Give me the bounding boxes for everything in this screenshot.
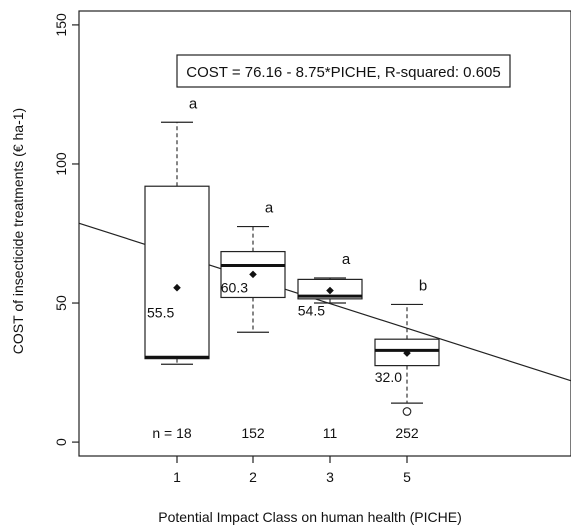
y-tick-label: 0 bbox=[53, 438, 69, 446]
sample-size-label: 11 bbox=[323, 425, 338, 441]
mean-value-label: 60.3 bbox=[221, 279, 248, 295]
x-tick-label: 5 bbox=[403, 469, 411, 485]
boxes bbox=[144, 121, 440, 416]
mean-value-label: 54.5 bbox=[298, 303, 325, 319]
outlier-point bbox=[402, 407, 412, 416]
box-iqr bbox=[144, 185, 210, 360]
mean-value-label: 32.0 bbox=[375, 369, 402, 385]
x-tick-label: 2 bbox=[249, 469, 257, 485]
x-tick-label: 1 bbox=[173, 469, 181, 485]
sample-size-label: n = 18 bbox=[152, 425, 192, 441]
mean-marker bbox=[326, 286, 334, 295]
y-tick-label: 100 bbox=[53, 152, 69, 176]
box-group-2 bbox=[220, 225, 286, 333]
plot-frame bbox=[78, 10, 571, 457]
mean-value-label: 55.5 bbox=[147, 305, 174, 321]
mean-marker bbox=[173, 283, 181, 292]
significance-letter: a bbox=[189, 95, 198, 112]
y-axis-label: COST of insecticide treatments (€ ha-1) bbox=[10, 108, 26, 354]
x-tick-label: 3 bbox=[326, 469, 334, 485]
chart-labels: 55.5 a n = 18 60.3 a 152 54.5 a 11 32.0 b 252 bbox=[147, 95, 427, 441]
annotation-text: COST = 76.16 - 8.75*PICHE, R-squared: 0.… bbox=[186, 64, 500, 81]
y-tick-label: 50 bbox=[53, 295, 69, 311]
annotation-box bbox=[176, 54, 511, 88]
significance-letter: a bbox=[342, 251, 351, 268]
axes: 0 50 100 150 1 2 3 5 bbox=[53, 10, 571, 485]
significance-letter: a bbox=[265, 200, 274, 217]
significance-letter: b bbox=[419, 277, 427, 294]
mean-marker bbox=[249, 270, 257, 279]
sample-size-label: 152 bbox=[241, 425, 265, 441]
box-group-5 bbox=[374, 303, 440, 416]
sample-size-label: 252 bbox=[395, 425, 419, 441]
box-group-3 bbox=[297, 277, 363, 304]
y-tick-label: 150 bbox=[53, 13, 69, 37]
x-axis-label: Potential Impact Class on human health (… bbox=[158, 509, 461, 525]
regression-annotation: COST = 76.16 - 8.75*PICHE, R-squared: 0.… bbox=[176, 54, 511, 88]
mean-marker bbox=[403, 349, 411, 357]
box-group-1 bbox=[144, 121, 210, 365]
